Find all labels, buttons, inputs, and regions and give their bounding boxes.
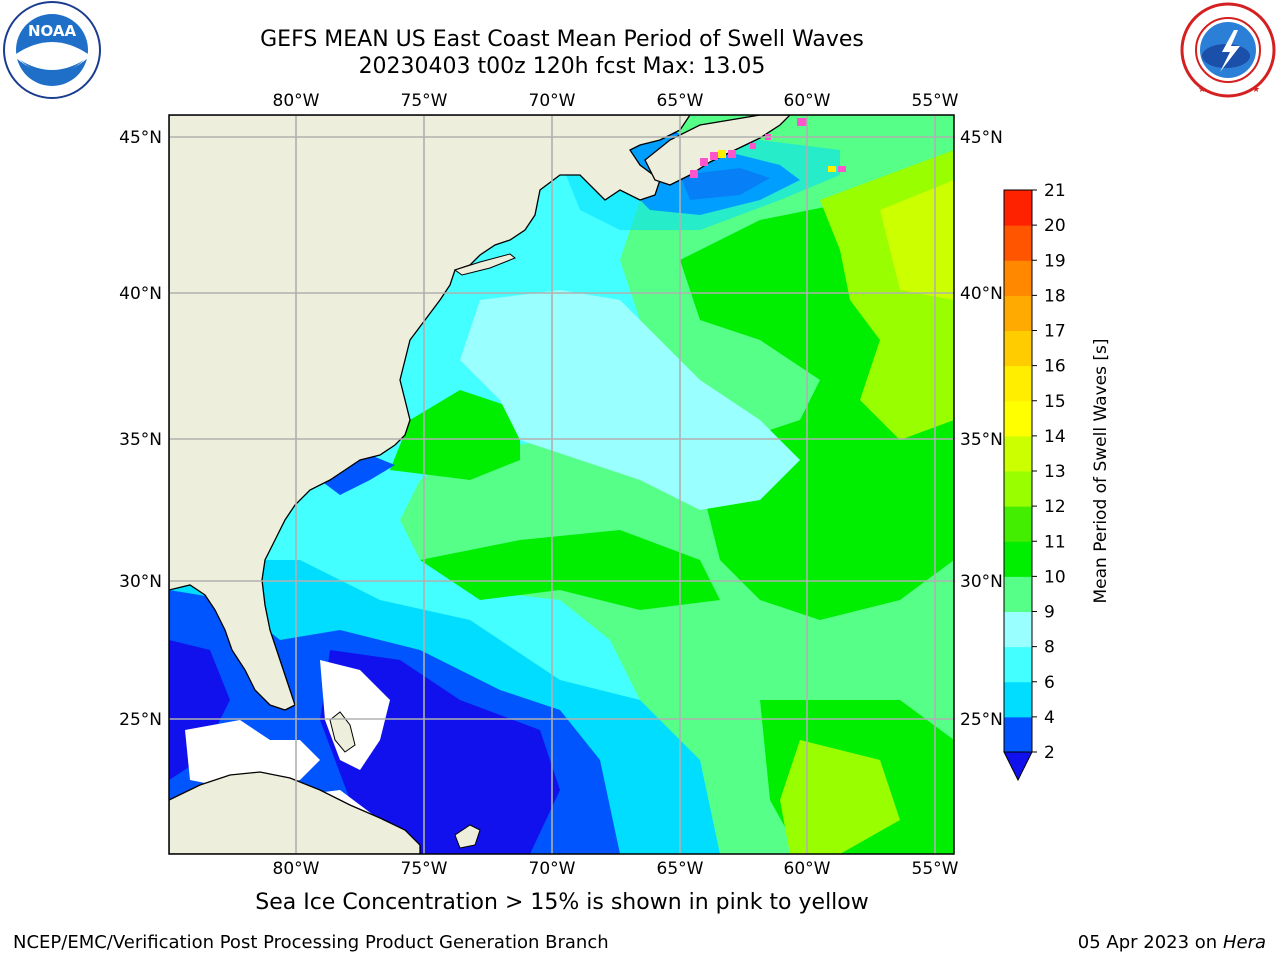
land-north-america xyxy=(169,115,691,711)
lat-label: 35°N xyxy=(119,430,162,450)
colorbar-tick-label: 8 xyxy=(1044,638,1055,658)
colorbar-tick-label: 20 xyxy=(1044,216,1066,236)
lon-labels-top: 80°W 75°W 70°W 65°W 60°W 55°W xyxy=(273,91,959,111)
chart-title: GEFS MEAN US East Coast Mean Period of S… xyxy=(260,27,864,52)
colorbar-segment xyxy=(1004,716,1032,753)
colorbar-segment xyxy=(1004,506,1032,542)
land-cuba xyxy=(169,771,421,854)
colorbar-label: Mean Period of Swell Waves [s] xyxy=(1091,339,1111,604)
lat-label: 40°N xyxy=(960,284,1003,304)
colorbar-segment xyxy=(1004,190,1032,226)
lon-label: 65°W xyxy=(657,91,704,111)
colorbar-segment xyxy=(1004,681,1032,718)
colorbar-segment xyxy=(1004,611,1032,648)
colorbar-tick-label: 16 xyxy=(1044,357,1066,377)
sea-ice-caption: Sea Ice Concentration > 15% is shown in … xyxy=(255,890,869,915)
swell-period-field xyxy=(169,115,954,854)
lat-labels-left: 45°N 40°N 35°N 30°N 25°N xyxy=(119,128,162,730)
lon-label: 75°W xyxy=(401,91,448,111)
footer-host: Hera xyxy=(1222,932,1266,953)
colorbar-tick-label: 6 xyxy=(1044,673,1055,693)
colorbar-tick-label: 10 xyxy=(1044,567,1066,587)
land-hispaniola xyxy=(454,824,481,849)
footer-date: 05 Apr 2023 on Hera xyxy=(1078,932,1266,953)
map-frame xyxy=(168,114,955,855)
colorbar-segment xyxy=(1004,435,1032,472)
lon-label: 75°W xyxy=(401,859,448,879)
colorbar-under-arrow xyxy=(1003,751,1033,782)
lat-label: 45°N xyxy=(119,128,162,148)
map-gridlines xyxy=(169,115,954,854)
colorbar-segment xyxy=(1004,365,1032,402)
colorbar-segment xyxy=(1004,400,1032,437)
footer-date-text: 05 Apr 2023 on xyxy=(1077,932,1218,953)
colorbar-tick-label: 18 xyxy=(1044,286,1066,306)
colorbar-segment xyxy=(1004,646,1032,683)
colorbar-tick-label: 9 xyxy=(1044,603,1055,623)
colorbar-tick-label: 15 xyxy=(1044,392,1066,412)
lat-label: 25°N xyxy=(119,710,162,730)
contour-2s-hatteras xyxy=(320,455,395,495)
svg-text:★: ★ xyxy=(1198,85,1206,95)
footer-credit: NCEP/EMC/Verification Post Processing Pr… xyxy=(13,932,609,953)
contour-9s-core xyxy=(460,290,800,510)
lon-label: 80°W xyxy=(273,91,320,111)
contour-under-gulf xyxy=(169,640,230,780)
lat-label: 30°N xyxy=(119,572,162,592)
colorbar-segment xyxy=(1004,541,1032,577)
colorbar-segment xyxy=(1004,260,1032,296)
lon-label: 70°W xyxy=(529,91,576,111)
colorbar-segment xyxy=(1004,471,1032,507)
no-data-gulf-florida xyxy=(185,720,320,790)
lat-label: 35°N xyxy=(960,430,1003,450)
colorbar-tick-label: 2 xyxy=(1044,743,1055,763)
noaa-logo: NOAA xyxy=(0,0,104,104)
colorbar-tick-label: 11 xyxy=(1044,532,1066,552)
colorbar-tick-label: 17 xyxy=(1044,322,1066,342)
lat-label: 25°N xyxy=(960,710,1003,730)
colorbar-tick-label: 14 xyxy=(1044,427,1066,447)
colorbar-tick-label: 19 xyxy=(1044,251,1066,271)
colorbar-tick-label: 21 xyxy=(1044,181,1066,201)
lat-label: 30°N xyxy=(960,572,1003,592)
lon-label: 60°W xyxy=(784,91,831,111)
colorbar: 2 4 6 8 9 10 11 12 13 14 15 16 17 18 19 20 21 xyxy=(1003,181,1066,782)
colorbar-tick-label: 13 xyxy=(1044,462,1066,482)
contour-12s-south xyxy=(780,740,900,854)
land-nova-scotia xyxy=(644,115,791,186)
lat-label: 45°N xyxy=(960,128,1003,148)
lon-label: 55°W xyxy=(912,91,959,111)
contour-10s-midband xyxy=(420,530,720,610)
lon-label: 60°W xyxy=(784,859,831,879)
land-bahamas-andros xyxy=(329,711,356,753)
contour-10s-hatteras xyxy=(390,390,520,480)
lon-labels-bottom: 80°W 75°W 70°W 65°W 60°W 55°W xyxy=(273,859,959,879)
lat-labels-right: 45°N 40°N 35°N 30°N 25°N xyxy=(960,128,1003,730)
land-long-island xyxy=(453,253,516,276)
chart-subtitle: 20230403 t00z 120h fcst Max: 13.05 xyxy=(358,54,766,79)
colorbar-segment xyxy=(1004,295,1032,331)
colorbar-segment xyxy=(1004,225,1032,261)
nws-logo: ★ ★ xyxy=(1176,0,1280,100)
colorbar-segment xyxy=(1004,576,1032,612)
colorbar-tick-label: 4 xyxy=(1044,708,1055,728)
lon-label: 55°W xyxy=(912,859,959,879)
lat-label: 40°N xyxy=(119,284,162,304)
lon-label: 80°W xyxy=(273,859,320,879)
svg-text:★: ★ xyxy=(1252,85,1260,95)
noaa-logo-text: NOAA xyxy=(28,22,77,40)
colorbar-segment xyxy=(1004,330,1032,367)
lon-label: 70°W xyxy=(529,859,576,879)
colorbar-tick-label: 12 xyxy=(1044,497,1066,517)
lon-label: 65°W xyxy=(657,859,704,879)
